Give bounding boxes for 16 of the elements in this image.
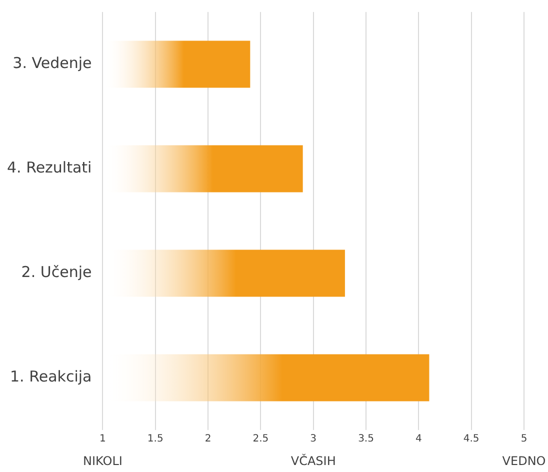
y-tick-label: 4. Rezultati: [6, 158, 92, 177]
x-tick-label: 4.5: [463, 434, 480, 445]
x-tick-label: 3: [310, 434, 317, 445]
y-tick-label: 2. Učenje: [21, 263, 92, 282]
y-tick-label: 3. Vedenje: [12, 54, 92, 72]
x-tick-label: 2: [204, 434, 212, 445]
x-tick-label: 5: [520, 434, 528, 445]
text: VČASIH: [290, 453, 336, 468]
x-tick-label: 1.5: [147, 434, 164, 445]
x-tick-label: 3.5: [358, 434, 374, 445]
x-tick-label: 4: [415, 434, 422, 445]
x-tick-label: 2.5: [252, 434, 269, 445]
y-tick-label: 1. Reakcija: [10, 368, 92, 386]
x-tick-label: 1: [100, 434, 106, 445]
text: VEDNO: [502, 454, 546, 468]
text: NIKOLI: [83, 454, 122, 468]
